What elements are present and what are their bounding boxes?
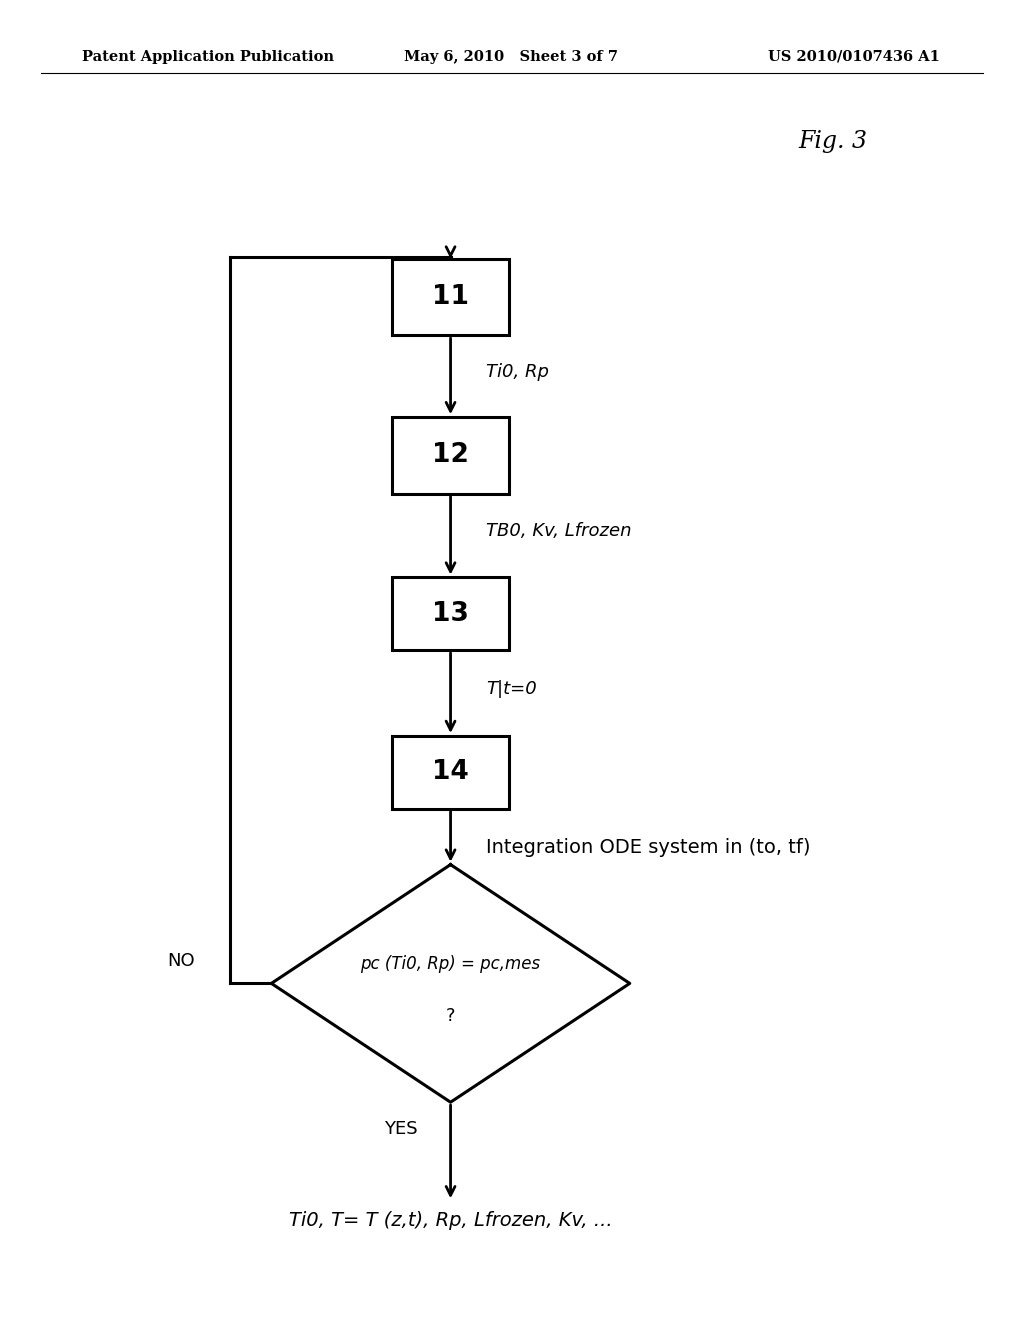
Text: TB0, Kv, Lfrozen: TB0, Kv, Lfrozen bbox=[486, 521, 632, 540]
FancyBboxPatch shape bbox=[391, 259, 510, 335]
Text: 14: 14 bbox=[432, 759, 469, 785]
Text: ?: ? bbox=[445, 1007, 456, 1026]
Text: May 6, 2010   Sheet 3 of 7: May 6, 2010 Sheet 3 of 7 bbox=[404, 50, 618, 63]
Text: Ti0, T= T (z,t), Rp, Lfrozen, Kv, ...: Ti0, T= T (z,t), Rp, Lfrozen, Kv, ... bbox=[289, 1212, 612, 1230]
FancyBboxPatch shape bbox=[391, 417, 510, 494]
Text: YES: YES bbox=[384, 1119, 418, 1138]
Text: Patent Application Publication: Patent Application Publication bbox=[82, 50, 334, 63]
FancyBboxPatch shape bbox=[391, 737, 510, 808]
Text: T|t=0: T|t=0 bbox=[486, 680, 538, 698]
Text: Integration ODE system in (to, tf): Integration ODE system in (to, tf) bbox=[486, 838, 811, 857]
Text: pc (Ti0, Rp) = pc,mes: pc (Ti0, Rp) = pc,mes bbox=[360, 954, 541, 973]
Text: Ti0, Rp: Ti0, Rp bbox=[486, 363, 549, 381]
Text: US 2010/0107436 A1: US 2010/0107436 A1 bbox=[768, 50, 940, 63]
FancyBboxPatch shape bbox=[391, 577, 510, 649]
Text: 12: 12 bbox=[432, 442, 469, 469]
Polygon shape bbox=[271, 865, 630, 1102]
Text: 13: 13 bbox=[432, 601, 469, 627]
Text: Fig. 3: Fig. 3 bbox=[799, 129, 867, 153]
Text: 11: 11 bbox=[432, 284, 469, 310]
Text: NO: NO bbox=[167, 952, 195, 970]
